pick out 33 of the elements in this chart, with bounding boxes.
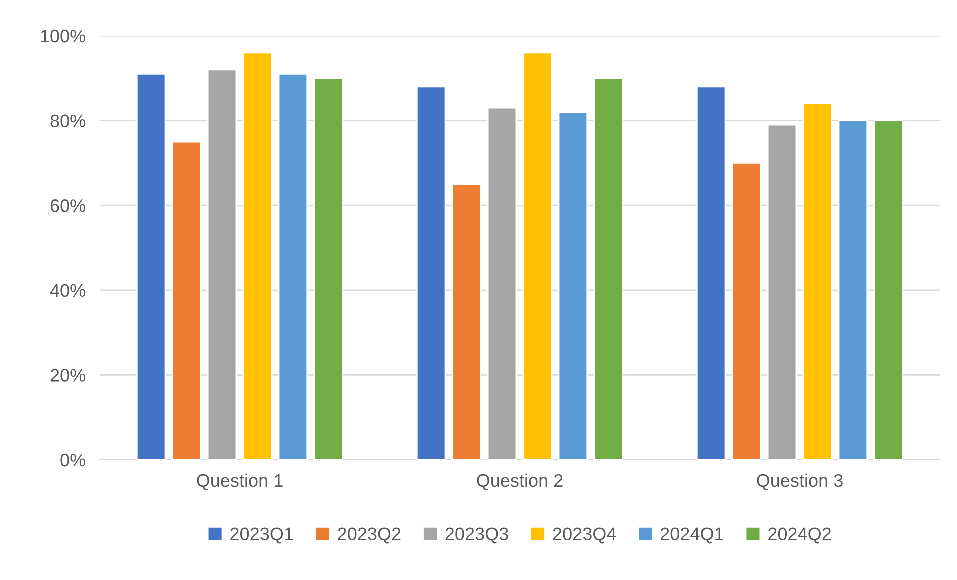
bar xyxy=(278,73,308,460)
legend-label: 2023Q1 xyxy=(230,528,294,544)
bar xyxy=(838,120,868,460)
bar xyxy=(487,107,518,460)
legend-label: 2024Q2 xyxy=(768,528,832,544)
bar xyxy=(314,78,344,460)
y-tick-label: 100% xyxy=(41,30,86,43)
bar xyxy=(242,52,273,460)
legend-label: 2024Q1 xyxy=(660,528,724,544)
bar xyxy=(522,52,553,460)
bar xyxy=(594,78,624,460)
bar xyxy=(172,141,202,460)
y-tick-label: 60% xyxy=(50,200,86,212)
legend-label: 2023Q2 xyxy=(338,528,401,544)
bar xyxy=(874,120,904,460)
bar xyxy=(558,112,588,460)
y-tick-label: 80% xyxy=(50,114,86,128)
bar xyxy=(207,69,238,460)
bar xyxy=(732,162,762,460)
y-tick-label: 0% xyxy=(60,454,86,467)
bar xyxy=(452,184,482,460)
y-tick-label: 20% xyxy=(50,369,86,382)
legend-label: 2023Q3 xyxy=(446,528,508,544)
x-tick-label: Question 1 xyxy=(197,474,283,490)
bar xyxy=(696,86,726,460)
x-tick-label: Question 3 xyxy=(757,474,843,490)
x-tick-label: Question 2 xyxy=(477,474,563,490)
bar xyxy=(136,73,166,460)
bar xyxy=(767,124,798,460)
legend-label: 2023Q4 xyxy=(553,528,616,544)
y-tick-label: 40% xyxy=(50,284,86,298)
bar xyxy=(416,86,446,460)
bar xyxy=(802,103,833,460)
